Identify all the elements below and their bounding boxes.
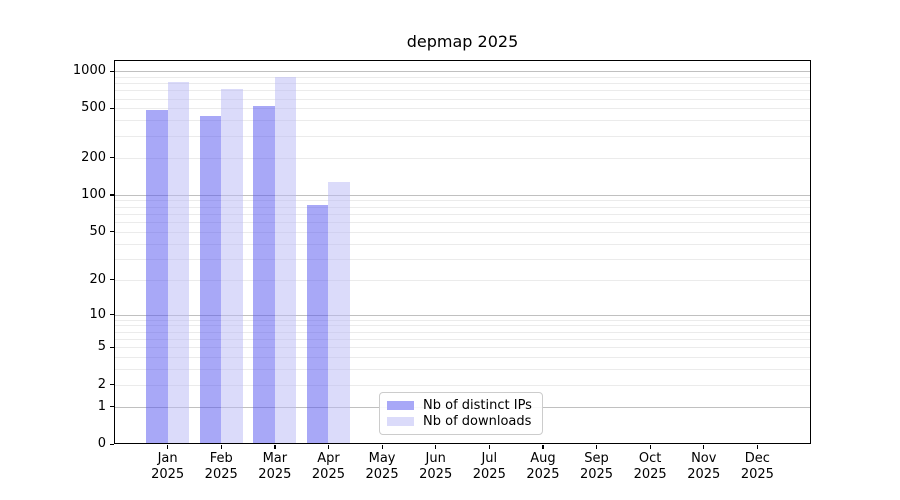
x-tick-mark: [220, 444, 222, 449]
y-tick-mark: [110, 443, 114, 445]
x-tick-mark: [327, 444, 330, 449]
bar: [274, 77, 297, 444]
gridline-minor: [114, 108, 811, 110]
x-tick-mark: [756, 444, 759, 449]
y-tick-label: 1: [97, 398, 106, 414]
x-tick-label: Oct 2025: [633, 451, 667, 482]
y-tick-label: 20: [89, 271, 106, 287]
gridline-minor: [114, 369, 811, 371]
legend: Nb of distinct IPs Nb of downloads: [379, 392, 543, 435]
x-tick-label: Feb 2025: [204, 451, 238, 482]
y-tick-label: 1000: [72, 63, 106, 78]
gridline-minor: [114, 200, 811, 202]
y-tick-label: 10: [89, 306, 106, 322]
y-tick-label: 0: [97, 436, 106, 451]
bar: [167, 81, 190, 444]
y-tick-mark: [110, 194, 114, 196]
gridline-major: [114, 314, 811, 316]
legend-item: Nb of downloads: [387, 414, 535, 429]
plot-area: [114, 60, 811, 444]
gridline-minor: [114, 384, 811, 386]
x-tick-mark: [703, 444, 705, 449]
bar: [253, 106, 275, 444]
legend-swatch-downloads: [387, 417, 414, 427]
x-tick-mark: [435, 444, 437, 449]
x-tick-mark: [167, 444, 169, 449]
legend-swatch-distinct-ips: [387, 400, 414, 410]
gridline-minor: [114, 157, 811, 159]
axes-spines: [114, 60, 811, 444]
x-tick-mark: [274, 444, 276, 449]
x-tick-label: Aug 2025: [526, 451, 560, 482]
x-tick-label: Nov 2025: [687, 451, 721, 482]
x-tick-label: Jun 2025: [419, 451, 453, 482]
bar: [328, 182, 350, 444]
x-tick-label: May 2025: [365, 451, 399, 482]
legend-label: Nb of distinct IPs: [423, 397, 532, 413]
bar: [199, 115, 222, 444]
y-tick-label: 50: [89, 223, 106, 239]
gridline-minor: [114, 347, 811, 349]
x-tick-mark: [649, 444, 651, 449]
gridline-minor: [114, 338, 811, 340]
gridline-minor: [114, 243, 811, 245]
x-tick-label: Apr 2025: [311, 451, 345, 482]
x-tick-label: Mar 2025: [258, 451, 292, 482]
x-tick-mark: [542, 444, 544, 449]
y-tick-mark: [110, 70, 114, 72]
y-tick-label: 100: [81, 186, 106, 202]
gridline-minor: [114, 213, 811, 215]
gridline-minor: [114, 279, 811, 281]
gridline-major: [114, 194, 811, 196]
gridline-minor: [114, 135, 811, 137]
y-tick-label: 2: [97, 376, 106, 392]
y-tick-mark: [110, 107, 114, 110]
gridline-minor: [114, 325, 811, 327]
gridline-minor: [114, 231, 811, 233]
x-tick-label: Dec 2025: [740, 451, 774, 482]
y-tick-mark: [110, 157, 114, 159]
y-tick-mark: [110, 231, 114, 233]
bar: [146, 110, 168, 444]
gridline-minor: [114, 76, 811, 78]
gridline-minor: [114, 331, 811, 333]
bar: [221, 88, 243, 444]
gridline-minor: [114, 357, 811, 359]
y-tick-mark: [110, 279, 114, 281]
x-tick-mark: [488, 444, 490, 449]
y-tick-label: 200: [81, 149, 106, 165]
x-tick-label: Jul 2025: [472, 451, 506, 482]
y-tick-mark: [110, 384, 114, 386]
gridline-minor: [114, 98, 811, 100]
x-tick-mark: [596, 444, 598, 449]
y-tick-mark: [110, 406, 114, 408]
gridline-minor: [114, 258, 811, 260]
legend-label: Nb of downloads: [423, 414, 532, 430]
y-tick-label: 500: [81, 100, 106, 116]
x-tick-label: Sep 2025: [579, 451, 614, 482]
gridline-minor: [114, 90, 811, 92]
chart-title: depmap 2025: [406, 32, 519, 51]
legend-item: Nb of distinct IPs: [387, 398, 535, 413]
gridline-minor: [114, 83, 811, 85]
gridline-minor: [114, 222, 811, 224]
y-tick-mark: [110, 346, 114, 348]
gridline-minor: [114, 319, 811, 321]
y-tick-mark: [110, 314, 114, 316]
gridline-minor: [114, 206, 811, 208]
gridline-minor: [114, 120, 811, 122]
gridline-major: [114, 71, 811, 72]
bar: [306, 204, 329, 444]
x-tick-label: Jan 2025: [151, 451, 185, 482]
x-tick-mark: [381, 444, 383, 449]
y-tick-label: 5: [97, 339, 106, 355]
